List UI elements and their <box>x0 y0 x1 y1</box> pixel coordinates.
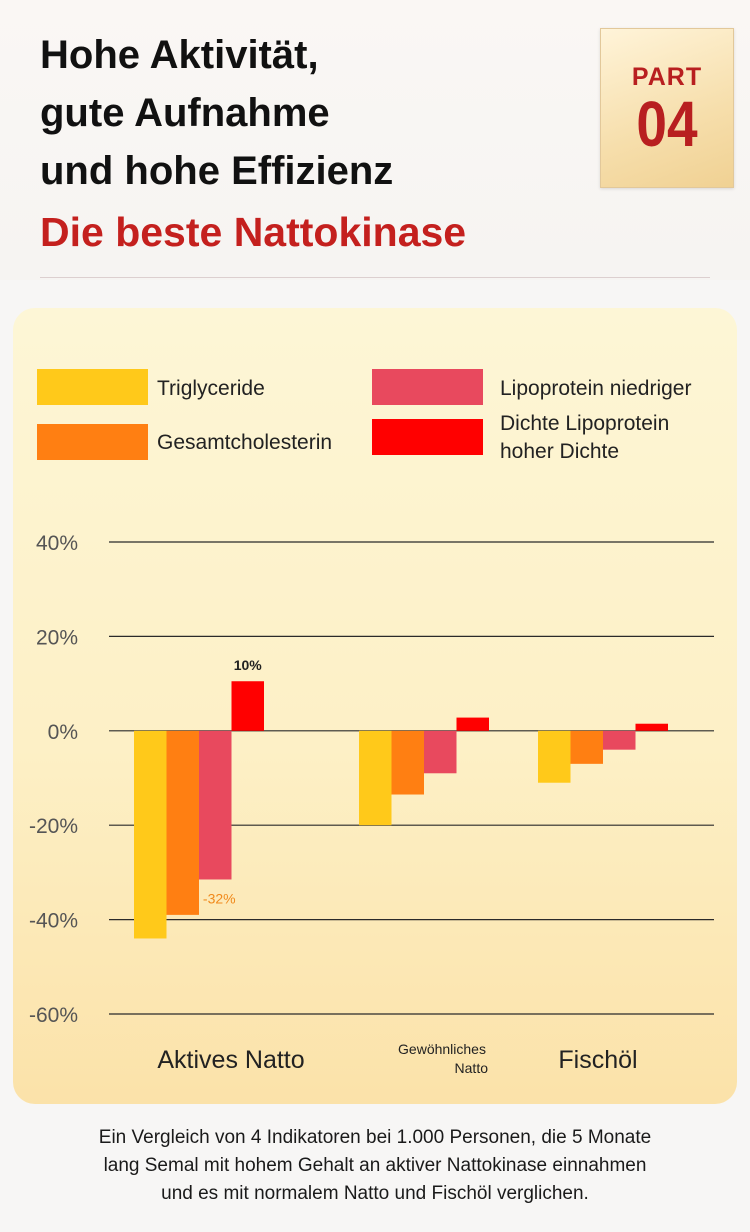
bar <box>391 730 424 795</box>
legend-label-hdl: Dichte Lipoprotein hoher Dichte <box>500 410 669 466</box>
data-label: -32% <box>203 890 236 906</box>
headline-line-2: gute Aufnahme <box>40 91 330 135</box>
subheadline: Die beste Nattokinase <box>40 209 467 255</box>
y-tick-label: 20% <box>36 626 78 649</box>
bar <box>603 730 636 750</box>
bar <box>359 730 392 826</box>
caption-line-2: lang Semal mit hohem Gehalt an aktiver N… <box>103 1155 647 1176</box>
y-tick-label: -40% <box>29 910 78 933</box>
x-category-label: Natto <box>455 1060 489 1076</box>
legend-label-hdl-line-1: Dichte Lipoprotein <box>500 412 670 435</box>
chart-caption: Ein Vergleich von 4 Indikatoren bei 1.00… <box>20 1124 730 1208</box>
bar <box>538 730 571 783</box>
legend-swatch-ldl <box>372 369 483 405</box>
caption-line-3: und es mit normalem Natto und Fischöl ve… <box>161 1183 589 1204</box>
headline-line-1: Hohe Aktivität, <box>40 33 319 77</box>
bar <box>199 730 232 880</box>
x-category-label: Fischöl <box>558 1046 637 1074</box>
bar-chart: 40% 20% 0% -20% -40% -60% 10% -32% Aktives Natto… <box>29 532 714 1076</box>
legend-label-hdl-line-2: hoher Dichte <box>500 440 620 463</box>
part-badge-number: 04 <box>636 88 698 160</box>
legend-label-triglyceride-text: Triglyceride <box>157 377 265 400</box>
legend-label-ldl-text: Lipoprotein niedriger <box>500 377 692 400</box>
x-category-label: Aktives Natto <box>157 1046 304 1074</box>
bar <box>134 730 167 939</box>
headline-line-3: und hohe Effizienz <box>40 149 394 193</box>
bar <box>635 723 668 731</box>
data-label: 10% <box>234 657 263 673</box>
bar <box>231 681 264 731</box>
y-tick-label: -60% <box>29 1004 78 1027</box>
part-badge-word: PART <box>631 63 703 91</box>
y-tick-label: 0% <box>48 721 78 744</box>
headline: Hohe Aktivität, gute Aufnahme und hohe E… <box>40 26 393 200</box>
legend-swatch-hdl <box>372 419 483 455</box>
legend-label-triglyceride: Triglyceride <box>157 375 265 403</box>
part-badge: PART 04 <box>600 28 734 188</box>
legend-label-ldl: Lipoprotein niedriger <box>500 375 691 403</box>
bar <box>570 730 603 764</box>
bar <box>424 730 457 774</box>
header-divider <box>40 277 710 278</box>
y-tick-label: 40% <box>36 532 78 555</box>
chart-panel: Triglyceride Gesamtcholesterin Lipoprote… <box>13 308 737 1104</box>
legend-label-cholesterol: Gesamtcholesterin <box>157 429 332 457</box>
x-category-label: Gewöhnliches <box>398 1041 486 1057</box>
legend-swatch-triglyceride <box>37 369 148 405</box>
bar <box>456 717 489 731</box>
bar <box>166 730 199 915</box>
legend-label-cholesterol-text: Gesamtcholesterin <box>157 431 333 454</box>
y-tick-label: -20% <box>29 815 78 838</box>
caption-line-1: Ein Vergleich von 4 Indikatoren bei 1.00… <box>98 1127 652 1148</box>
legend-swatch-cholesterol <box>37 424 148 460</box>
